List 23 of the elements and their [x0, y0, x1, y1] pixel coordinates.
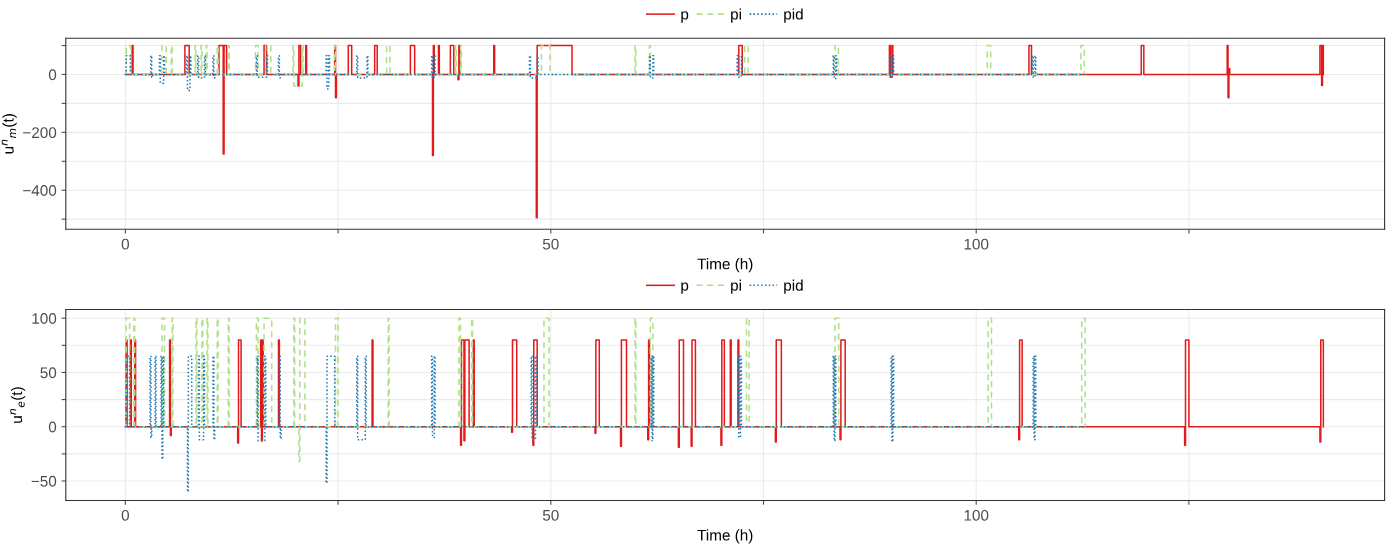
y-tick-label: −400: [23, 185, 57, 196]
y-tick-label: 50: [40, 367, 57, 379]
x-axis-title: Time (h): [697, 258, 753, 273]
y-tick-label: 0: [48, 421, 57, 433]
x-tick-label: 100: [964, 238, 989, 250]
legend-label: pi: [731, 8, 741, 23]
legend-label: pi: [731, 279, 741, 294]
x-tick-label: 0: [121, 509, 130, 521]
x-axis-title: Time (h): [697, 529, 753, 544]
x-tick-label: 0: [121, 238, 130, 250]
x-tick-label: 50: [542, 509, 559, 521]
y-tick-label: −50: [31, 475, 57, 487]
legend-label: pid: [784, 8, 803, 23]
x-tick-label: 100: [964, 509, 989, 521]
y-tick-label: −200: [23, 127, 57, 139]
y-axis-title: u$^{n}$$_{e}$(t): [10, 387, 26, 423]
x-tick-label: 50: [542, 238, 559, 250]
legend-label: p: [681, 11, 689, 23]
y-tick-label: 100: [32, 313, 57, 324]
legend-label: pid: [784, 279, 803, 294]
y-tick-label: 0: [48, 69, 57, 81]
y-axis-title: u$^{n}$$_{m}$(t): [1, 114, 17, 154]
legend-label: p: [681, 282, 689, 294]
